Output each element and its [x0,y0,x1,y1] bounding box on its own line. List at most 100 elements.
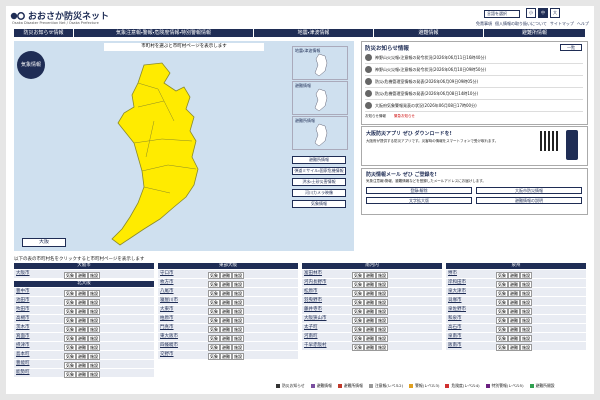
city-tag[interactable]: 施設 [232,280,244,288]
news-item[interactable]: 防災・危機管理室情報の発表(2026年06月09日09時05分) [365,77,583,88]
city-tag[interactable]: 気象 [496,271,508,279]
city-tag[interactable]: 避難 [76,289,88,297]
city-name[interactable]: 柏原市 [160,316,174,321]
city-name[interactable]: 豊能町 [16,361,30,366]
city-tag[interactable]: 避難 [508,298,520,306]
city-tag[interactable]: 気象 [496,334,508,342]
city-tag[interactable]: 施設 [88,325,100,333]
city-name[interactable]: 大阪狭山市 [304,316,327,321]
city-tag[interactable]: 避難 [508,307,520,315]
city-name[interactable]: 門真市 [160,325,174,330]
city-tag[interactable]: 避難 [508,325,520,333]
city-name[interactable]: 交野市 [160,352,174,357]
side-thumb[interactable]: 避難所情報 [292,116,348,150]
city-tag[interactable]: 気象 [64,352,76,360]
city-tag[interactable]: 施設 [88,334,100,342]
city-tag[interactable]: 気象 [496,343,508,351]
city-tag[interactable]: 施設 [88,370,100,378]
side-button[interactable]: 弾道ミサイル・国家危機情報 [292,167,346,175]
city-name[interactable]: 阪南市 [448,343,462,348]
font-size-button[interactable]: 中 [538,8,548,18]
nav-item[interactable]: 防災お知らせ情報 [14,29,74,37]
city-name[interactable]: 堺市 [448,271,457,276]
city-tag[interactable]: 避難 [220,271,232,279]
city-tag[interactable]: 気象 [64,307,76,315]
city-tag[interactable]: 気象 [352,334,364,342]
city-name[interactable]: 箕面市 [16,334,30,339]
side-thumb[interactable]: 地震・津波情報 [292,46,348,80]
city-tag[interactable]: 気象 [496,307,508,315]
city-tag[interactable]: 施設 [520,298,532,306]
city-tag[interactable]: 施設 [376,280,388,288]
mail-button[interactable]: 避難情報の説明 [476,197,582,204]
city-tag[interactable]: 避難 [220,280,232,288]
news-item[interactable]: 防災・危機管理室情報の発表(2026年06月08日14時10分) [365,89,583,100]
nav-item[interactable]: 気象注意報・警報・危険度情報・特別警報情報 [74,29,254,37]
city-tag[interactable]: 施設 [232,334,244,342]
city-tag[interactable]: 施設 [520,334,532,342]
city-tag[interactable]: 避難 [76,271,88,279]
mail-button[interactable]: 大阪市防災情報 [476,187,582,194]
city-tag[interactable]: 気象 [208,334,220,342]
area-select[interactable]: 大阪 [22,238,66,247]
city-tag[interactable]: 施設 [88,352,100,360]
city-tag[interactable]: 避難 [76,370,88,378]
city-name[interactable]: 貝塚市 [448,298,462,303]
city-tag[interactable]: 気象 [208,271,220,279]
city-tag[interactable]: 気象 [352,343,364,351]
city-tag[interactable]: 施設 [232,271,244,279]
city-tag[interactable]: 避難 [364,271,376,279]
city-tag[interactable]: 避難 [364,298,376,306]
city-tag[interactable]: 避難 [76,307,88,315]
city-tag[interactable]: 気象 [496,325,508,333]
city-tag[interactable]: 施設 [232,289,244,297]
side-button[interactable]: 気象情報 [292,200,346,208]
city-tag[interactable]: 気象 [64,271,76,279]
city-name[interactable]: 能勢町 [16,370,30,375]
city-tag[interactable]: 避難 [508,280,520,288]
city-tag[interactable]: 施設 [520,343,532,351]
city-name[interactable]: 池田市 [16,298,30,303]
city-tag[interactable]: 施設 [376,289,388,297]
city-tag[interactable]: 施設 [520,307,532,315]
city-tag[interactable]: 避難 [364,343,376,351]
city-tag[interactable]: 避難 [364,334,376,342]
city-tag[interactable]: 避難 [76,361,88,369]
news-more[interactable]: 一覧 [560,44,582,51]
header-link[interactable]: ヘルプ [576,21,589,26]
city-name[interactable]: 高槻市 [16,316,30,321]
city-tag[interactable]: 気象 [352,316,364,324]
city-tag[interactable]: 施設 [376,271,388,279]
side-button[interactable]: 河川カメラ映像 [292,189,346,197]
city-name[interactable]: 泉大津市 [448,289,466,294]
weather-badge[interactable]: 気象情報 [17,51,45,79]
city-name[interactable]: 富田林市 [304,271,322,276]
city-tag[interactable]: 気象 [64,361,76,369]
city-tag[interactable]: 避難 [364,280,376,288]
side-thumb[interactable]: 避難情報 [292,81,348,115]
city-tag[interactable]: 気象 [64,289,76,297]
city-tag[interactable]: 避難 [76,334,88,342]
city-tag[interactable]: 気象 [352,325,364,333]
city-tag[interactable]: 避難 [508,316,520,324]
city-name[interactable]: 和泉市 [448,316,462,321]
city-tag[interactable]: 気象 [208,316,220,324]
city-tag[interactable]: 施設 [376,334,388,342]
city-name[interactable]: 泉南市 [448,334,462,339]
city-tag[interactable]: 施設 [232,352,244,360]
city-tag[interactable]: 気象 [496,289,508,297]
city-name[interactable]: 藤井寺市 [304,307,322,312]
city-tag[interactable]: 避難 [76,316,88,324]
city-tag[interactable]: 避難 [220,289,232,297]
mail-button[interactable]: 登録・解除 [366,187,472,194]
city-tag[interactable]: 気象 [208,307,220,315]
city-tag[interactable]: 避難 [364,289,376,297]
city-tag[interactable]: 施設 [376,298,388,306]
city-tag[interactable]: 施設 [232,316,244,324]
city-tag[interactable]: 気象 [352,298,364,306]
city-tag[interactable]: 気象 [208,325,220,333]
city-tag[interactable]: 避難 [364,325,376,333]
city-name[interactable]: 泉佐野市 [448,307,466,312]
city-tag[interactable]: 施設 [88,361,100,369]
city-tag[interactable]: 施設 [520,289,532,297]
